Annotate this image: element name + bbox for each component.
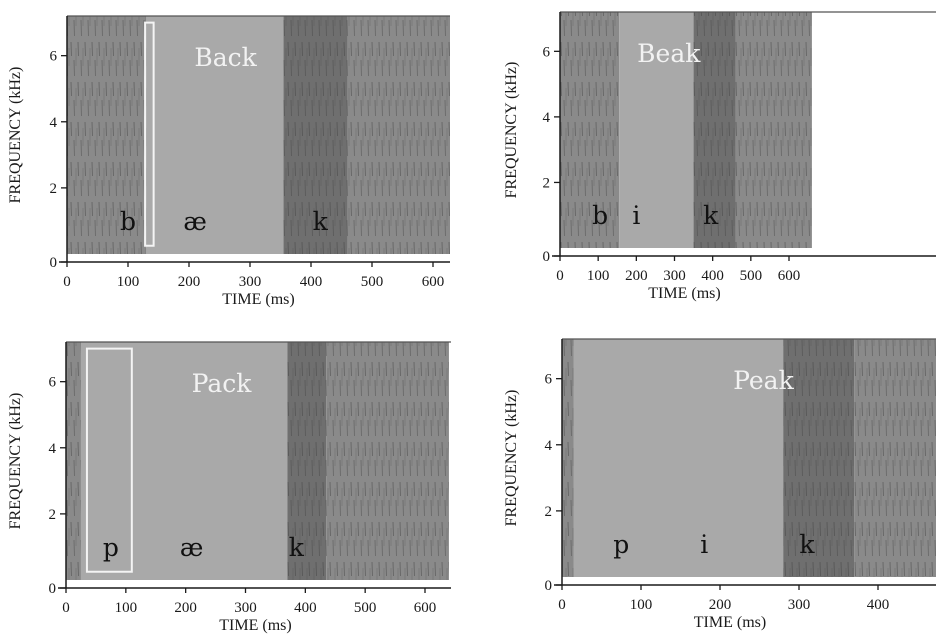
x-tick-label: 500	[361, 274, 384, 290]
phoneme-label: k	[313, 207, 329, 236]
x-tick-label: 300	[234, 600, 257, 616]
segment-texture	[67, 16, 147, 254]
y-tick-label: 0	[49, 581, 57, 597]
segment-vowel	[619, 12, 694, 248]
segment-texture	[326, 342, 449, 580]
y-tick-label: 4	[49, 441, 57, 457]
x-tick-label: 300	[239, 274, 262, 290]
x-tick-label: 100	[115, 600, 138, 616]
spectrogram-panel-back: 0 2 4 6 0 100 200 300 400 500 600 TIME (ms) FREQUENC…	[7, 15, 450, 308]
y-tick-label: 0	[545, 578, 553, 594]
x-axis-label: TIME (ms)	[694, 614, 766, 631]
x-axis-label: TIME (ms)	[222, 291, 294, 308]
highlight-box	[144, 21, 155, 247]
word-label: Beak	[637, 39, 701, 68]
highlight-box	[85, 347, 133, 573]
y-tick-label: 6	[543, 44, 551, 60]
phoneme-label: i	[632, 201, 640, 230]
x-tick-label: 200	[709, 597, 732, 613]
phoneme-label: i	[700, 530, 708, 559]
segment-texture	[283, 16, 348, 254]
phoneme-label: æ	[183, 207, 207, 236]
x-tick-label: 0	[63, 274, 71, 290]
y-axis-label: FREQUENCY (kHz)	[7, 67, 24, 204]
x-tick-label: 100	[630, 597, 653, 613]
word-label: Back	[194, 43, 257, 72]
segment-texture	[693, 12, 736, 248]
segment-texture	[562, 339, 574, 577]
x-tick-label: 0	[62, 600, 70, 616]
x-tick-label: 500	[740, 268, 763, 284]
x-tick-label: 200	[178, 274, 201, 290]
segment-texture	[66, 342, 81, 580]
x-tick-label: 300	[663, 268, 686, 284]
word-label: Peak	[733, 366, 794, 395]
y-tick-label: 2	[50, 181, 58, 197]
spectrogram-panel-peak: 0 2 4 6 0 100 200 300 400 TIME (ms) FREQUENCY (kHz…	[503, 338, 936, 631]
x-axis-label: TIME (ms)	[219, 617, 291, 634]
y-tick-label: 4	[543, 110, 551, 126]
x-tick-label: 100	[587, 268, 610, 284]
y-tick-label: 0	[50, 255, 58, 271]
y-axis-label: FREQUENCY (kHz)	[7, 393, 24, 530]
y-tick-label: 4	[545, 438, 553, 454]
phoneme-label: b	[592, 201, 608, 230]
word-label: Pack	[192, 369, 253, 398]
y-tick-label: 0	[543, 249, 551, 265]
phoneme-label: p	[613, 530, 629, 559]
y-tick-label: 6	[545, 372, 553, 388]
phoneme-label: k	[289, 533, 305, 562]
y-axis-label: FREQUENCY (kHz)	[503, 62, 520, 199]
x-tick-label: 0	[558, 597, 566, 613]
x-tick-label: 400	[294, 600, 317, 616]
y-tick-label: 2	[545, 504, 553, 520]
x-tick-label: 200	[174, 600, 197, 616]
phoneme-label: p	[103, 533, 119, 562]
segment-texture	[560, 12, 620, 248]
y-tick-label: 6	[50, 49, 58, 65]
phoneme-label: k	[799, 530, 815, 559]
y-tick-label: 4	[50, 115, 58, 131]
segment-vowel	[80, 342, 288, 580]
x-tick-label: 100	[117, 274, 140, 290]
x-tick-label: 0	[556, 268, 564, 284]
x-tick-label: 300	[788, 597, 811, 613]
phoneme-label: æ	[180, 533, 204, 562]
x-tick-label: 600	[422, 274, 445, 290]
phoneme-label: b	[120, 207, 136, 236]
phoneme-label: k	[703, 201, 719, 230]
x-tick-label: 400	[867, 597, 890, 613]
segment-texture	[347, 16, 450, 254]
y-axis-label: FREQUENCY (kHz)	[503, 390, 520, 527]
segment-texture	[735, 12, 812, 248]
y-tick-label: 2	[543, 175, 551, 191]
segment-vowel	[146, 16, 284, 254]
x-tick-label: 400	[300, 274, 323, 290]
segment-texture	[854, 339, 936, 577]
segment-vowel	[573, 339, 784, 577]
spectrogram-panel-beak: 0 2 4 6 0 100 200 300 400 500 600 TIME (ms) FREQUENC…	[503, 11, 936, 302]
x-tick-label: 600	[778, 268, 801, 284]
y-tick-label: 2	[49, 507, 57, 523]
x-axis-label: TIME (ms)	[648, 285, 720, 302]
spectrogram-panel-pack: 0 2 4 6 0 100 200 300 400 500 600 TIME (ms) FREQUENC…	[7, 341, 451, 634]
x-tick-label: 500	[354, 600, 377, 616]
segment-texture	[287, 342, 327, 580]
segment-texture	[783, 339, 855, 577]
y-tick-label: 6	[49, 375, 57, 391]
x-tick-label: 600	[414, 600, 437, 616]
x-tick-label: 200	[625, 268, 648, 284]
x-tick-label: 400	[701, 268, 724, 284]
